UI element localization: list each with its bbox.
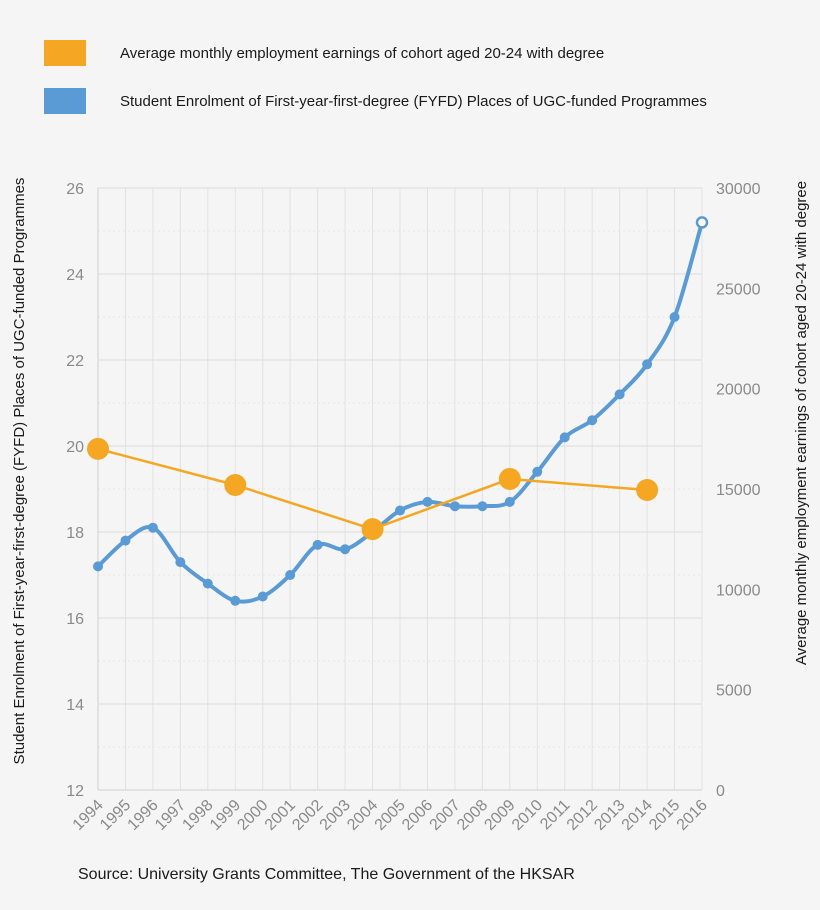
- enrolment-point: [257, 591, 268, 602]
- left-axis-tick-label: 20: [66, 439, 84, 456]
- right-axis-tick-label: 20000: [716, 382, 761, 399]
- x-axis-tick-label: 2014: [619, 797, 656, 834]
- x-axis-tick-label: 2003: [317, 797, 354, 834]
- enrolment-point: [614, 389, 625, 400]
- earnings-point: [636, 479, 659, 502]
- enrolment-point: [312, 539, 323, 550]
- enrolment-point: [504, 496, 515, 507]
- left-axis-tick-label: 24: [66, 267, 84, 284]
- enrolment-point: [147, 522, 158, 533]
- x-axis-tick-label: 2004: [344, 797, 381, 834]
- x-axis-tick-label: 1995: [97, 797, 134, 834]
- earnings-point: [498, 467, 521, 490]
- left-axis-title: Student Enrolment of First-year-first-de…: [11, 178, 28, 765]
- enrolment-point: [532, 466, 543, 477]
- right-axis-tick-label: 25000: [716, 281, 761, 298]
- enrolment-point: [120, 535, 131, 546]
- right-axis-title: Average monthly employment earnings of c…: [793, 181, 810, 665]
- left-axis-tick-label: 26: [66, 181, 84, 198]
- x-axis-tick-label: 2006: [399, 797, 436, 834]
- x-axis-tick-label: 1998: [179, 797, 216, 834]
- x-axis-tick-label: 2012: [564, 797, 601, 834]
- x-axis-tick-label: 2015: [646, 797, 683, 834]
- enrolment-point: [669, 312, 680, 322]
- legend-label-earnings: Average monthly employment earnings of c…: [120, 44, 605, 62]
- x-axis-tick-label: 2000: [234, 797, 271, 834]
- earnings-point: [361, 518, 384, 541]
- right-axis-tick-label: 5000: [716, 683, 752, 700]
- x-axis-tick-label: 2007: [427, 797, 464, 834]
- enrolment-point: [230, 595, 241, 606]
- x-axis-tick-label: 2009: [481, 797, 518, 834]
- right-axis-tick-label: 30000: [716, 181, 761, 198]
- enrolment-point: [395, 505, 405, 516]
- left-axis-tick-label: 14: [66, 697, 84, 714]
- right-axis-tick-label: 15000: [716, 482, 761, 499]
- left-axis-tick-label: 22: [66, 353, 84, 370]
- x-axis-tick-label: 1999: [207, 797, 244, 834]
- enrolment-point: [449, 501, 460, 512]
- enrolment-point: [175, 557, 186, 568]
- enrolment-point: [642, 359, 653, 370]
- enrolment-point: [587, 415, 598, 426]
- x-axis-tick-label: 2010: [509, 797, 546, 834]
- right-axis-tick-label: 0: [716, 783, 725, 800]
- left-axis-tick-label: 18: [66, 525, 84, 542]
- enrolment-point: [340, 544, 351, 555]
- left-axis-tick-label: 12: [66, 783, 84, 800]
- enrolment-point: [285, 570, 296, 580]
- enrolment-point: [422, 496, 433, 507]
- x-axis-tick-label: 1997: [152, 797, 189, 834]
- legend-label-enrolment: Student Enrolment of First-year-first-de…: [120, 92, 707, 110]
- earnings-point: [224, 473, 247, 496]
- source-note: Source: University Grants Committee, The…: [78, 866, 575, 883]
- left-axis-tick-label: 16: [66, 611, 84, 628]
- x-axis-tick-label: 1994: [70, 797, 107, 834]
- earnings-point: [87, 437, 109, 460]
- legend: Average monthly employment earnings of c…: [44, 38, 707, 134]
- x-axis-tick-label: 2005: [372, 797, 409, 834]
- enrolment-point: [695, 216, 709, 229]
- right-axis-tick-label: 10000: [716, 582, 761, 599]
- enrolment-point: [477, 501, 488, 512]
- legend-swatch-earnings: [44, 40, 86, 66]
- x-axis-tick-label: 2001: [262, 797, 299, 834]
- x-axis-tick-label: 1996: [125, 797, 162, 834]
- legend-item-earnings: Average monthly employment earnings of c…: [44, 38, 707, 68]
- enrolment-point: [202, 578, 213, 589]
- x-axis-tick-label: 2002: [289, 797, 326, 834]
- legend-swatch-enrolment: [44, 88, 86, 114]
- enrolment-point: [93, 561, 103, 572]
- legend-item-enrolment: Student Enrolment of First-year-first-de…: [44, 86, 707, 116]
- x-axis-tick-label: 2013: [591, 797, 628, 834]
- x-axis-tick-label: 2008: [454, 797, 491, 834]
- enrolment-point: [559, 432, 570, 443]
- x-axis-tick-label: 2016: [674, 797, 711, 834]
